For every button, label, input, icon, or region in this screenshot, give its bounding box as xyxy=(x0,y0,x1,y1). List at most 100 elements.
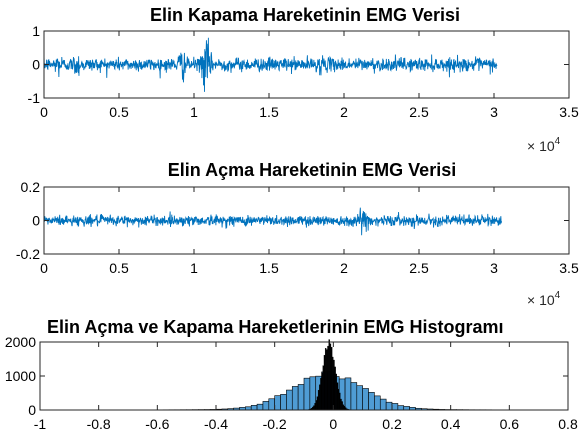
panel-1-xtick-label: 2.5 xyxy=(409,104,429,120)
histogram-bar-wide xyxy=(274,395,281,411)
panel-2-xtick-label: 0.5 xyxy=(109,260,129,276)
panel-acma-emg: Elin Açma Hareketinin EMG Verisi 0 0.5 1 1.… xyxy=(16,160,579,308)
histogram-bar-narrow xyxy=(341,401,343,411)
histogram-bar-narrow xyxy=(336,382,339,411)
panel-kapama-emg: Elin Kapama Hareketinin EMG Verisi 0 0.5 1… xyxy=(28,5,579,154)
panel-1-ytick-label: -1 xyxy=(28,90,41,106)
panel-2-title: Elin Açma Hareketinin EMG Verisi xyxy=(168,160,456,180)
panel-2-x-scale-exponent: 4 xyxy=(555,290,561,301)
histogram-bar-narrow xyxy=(337,388,340,411)
histogram-bar-wide xyxy=(297,384,305,411)
histogram-bar-narrow xyxy=(339,392,341,411)
histogram-bar-wide xyxy=(385,401,393,411)
histogram-bar-narrow xyxy=(315,400,318,411)
histogram-bar-narrow xyxy=(332,356,334,411)
histogram-bar-narrow xyxy=(323,355,326,411)
panel-3-ytick-label: 0 xyxy=(28,402,36,418)
histogram-bar-narrow xyxy=(313,405,315,411)
panel-3-xtick-label: 0.4 xyxy=(441,416,461,432)
histogram-bar-wide xyxy=(397,405,405,411)
panel-1-ticks: 0 0.5 1 1.5 2 2.5 3 3.5-101 xyxy=(28,23,579,120)
histogram-bar-narrow xyxy=(328,339,330,411)
histogram-bar-narrow xyxy=(335,373,337,411)
histogram-bar-narrow xyxy=(334,366,336,411)
panel-2-emg-signal-line xyxy=(43,207,502,236)
panel-3-bars xyxy=(98,339,545,411)
panel-1-ytick-label: 1 xyxy=(32,23,40,39)
panel-1-ytick-label: 0 xyxy=(32,57,40,73)
panel-2-ytick-label: 0 xyxy=(32,213,40,229)
panel-1-x-scale: × 104 xyxy=(527,136,561,154)
panel-2-xtick-label: 2 xyxy=(340,260,348,276)
panel-2-xtick-label: 2.5 xyxy=(409,260,429,276)
histogram-bar-wide xyxy=(403,406,410,411)
panel-3-xtick-label: 0.2 xyxy=(382,416,402,432)
panel-1-xtick-label: 3 xyxy=(490,104,498,120)
histogram-bar-narrow xyxy=(343,405,346,411)
panel-2-ytick-label: 0.2 xyxy=(21,179,41,195)
panel-3-xtick-label: -0.6 xyxy=(145,416,169,432)
histogram-bar-narrow xyxy=(340,398,342,411)
histogram-bar-narrow xyxy=(342,404,345,411)
panel-2-xtick-label: 1.5 xyxy=(259,260,279,276)
panel-3-ticks: -1 -0.8 -0.6 -0.4 -0.2 0 0.2 0.4 0.6 0.8 0 1000 2000 xyxy=(5,334,578,432)
histogram-bar-narrow xyxy=(319,384,321,411)
histogram-bar-narrow xyxy=(316,396,319,411)
panel-2-ticks: 0 0.5 1 1.5 2 2.5 3 3.5-0.200.2 xyxy=(16,179,579,276)
panel-1-xtick-label: 1 xyxy=(190,104,198,120)
panel-3-title: Elin Açma ve Kapama Hareketlerinin EMG H… xyxy=(47,317,504,337)
histogram-bar-wide xyxy=(268,398,275,411)
panel-1-xtick-label: 1.5 xyxy=(259,104,279,120)
histogram-bar-wide xyxy=(374,395,381,411)
histogram-bar-narrow xyxy=(327,345,329,411)
panel-1-x-scale-exponent: 4 xyxy=(555,136,561,147)
panel-3-ytick-label: 1000 xyxy=(5,368,36,384)
histogram-bar-wide xyxy=(286,389,293,411)
histogram-bar-wide xyxy=(391,403,399,411)
histogram-bar-narrow xyxy=(330,346,333,411)
panel-2-xtick-label: 0 xyxy=(40,260,48,276)
histogram-bar-wide xyxy=(350,382,358,411)
panel-3-xtick-label: 0 xyxy=(329,416,337,432)
histogram-bar-wide xyxy=(262,401,270,411)
panel-3-xtick-label: -1 xyxy=(34,416,47,432)
panel-2-series xyxy=(43,207,502,236)
histogram-bar-narrow xyxy=(326,349,328,411)
panel-3-ytick-label: 2000 xyxy=(5,334,36,350)
histogram-bar-narrow xyxy=(317,389,320,411)
panel-1-series xyxy=(43,37,498,92)
histogram-bar-narrow xyxy=(333,359,335,411)
histogram-bar-wide xyxy=(256,403,264,411)
panel-2-xtick-label: 1 xyxy=(190,260,198,276)
panel-2-xtick-label: 3.5 xyxy=(559,260,579,276)
panel-histogram: Elin Açma ve Kapama Hareketlerinin EMG H… xyxy=(5,317,578,432)
panel-3-xtick-label: -0.8 xyxy=(87,416,111,432)
histogram-bar-narrow xyxy=(321,372,323,411)
panel-1-x-scale-label: × 10 xyxy=(527,138,555,154)
panel-2-x-scale-label: × 10 xyxy=(527,292,555,308)
histogram-bar-wide xyxy=(368,392,375,411)
histogram-bar-wide xyxy=(362,388,369,411)
histogram-bar-wide xyxy=(291,386,299,411)
panel-3-xtick-label: 0.8 xyxy=(558,416,578,432)
panel-3-xtick-label: 0.6 xyxy=(500,416,520,432)
histogram-bar-narrow xyxy=(329,343,332,411)
histogram-bar-wide xyxy=(379,398,387,411)
histogram-bar-wide xyxy=(250,405,258,411)
histogram-bar-narrow xyxy=(314,403,316,411)
panel-1-xtick-label: 3.5 xyxy=(559,104,579,120)
panel-1-xtick-label: 0 xyxy=(40,104,48,120)
histogram-bar-narrow xyxy=(324,348,327,411)
histogram-bar-wide xyxy=(356,385,363,411)
panel-1-xtick-label: 2 xyxy=(340,104,348,120)
histogram-bar-wide xyxy=(344,377,352,411)
panel-2-xtick-label: 3 xyxy=(490,260,498,276)
histogram-bar-wide xyxy=(303,377,311,411)
panel-1-xtick-label: 0.5 xyxy=(109,104,129,120)
panel-1-emg-signal-line xyxy=(43,37,498,92)
panel-1-title: Elin Kapama Hareketinin EMG Verisi xyxy=(150,5,460,25)
panel-3-xtick-label: -0.4 xyxy=(204,416,228,432)
panel-2-x-scale: × 104 xyxy=(527,290,561,308)
panel-3-xtick-label: -0.2 xyxy=(263,416,287,432)
